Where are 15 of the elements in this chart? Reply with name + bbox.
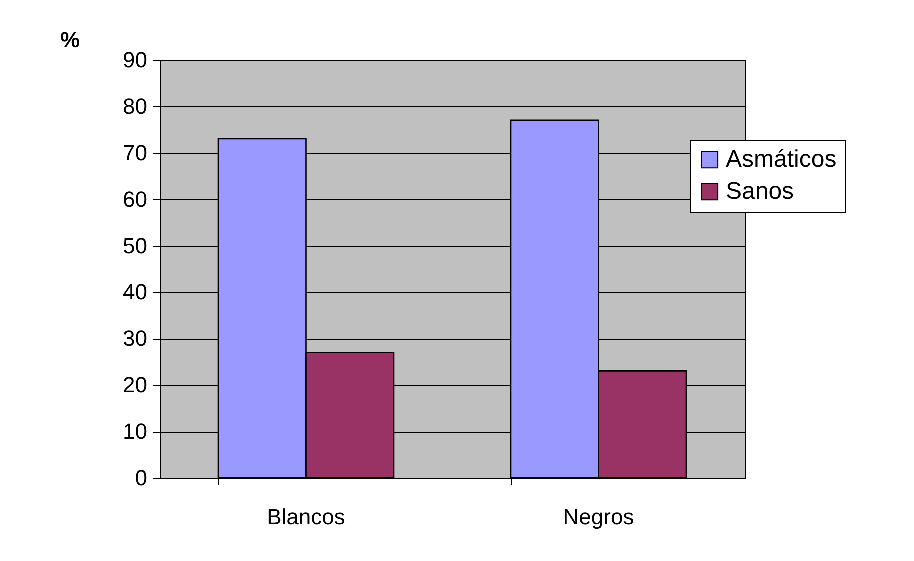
legend-label: Asmáticos (726, 146, 837, 173)
y-tick-label: 50 (123, 233, 148, 258)
y-axis-title: % (60, 28, 80, 52)
y-tick-label: 40 (123, 280, 148, 305)
y-tick-label: 60 (123, 186, 148, 212)
y-tick-label: 0 (135, 466, 148, 490)
y-tick-label: 70 (123, 140, 148, 166)
x-tick-label: Blancos (267, 504, 346, 530)
y-tick-label: 20 (123, 372, 148, 398)
legend-label: Sanos (726, 178, 794, 205)
y-tick-label: 30 (123, 326, 148, 352)
y-tick-label: 10 (123, 419, 148, 444)
x-tick-label: Negros (563, 504, 634, 530)
y-tick-label: 80 (123, 94, 148, 119)
y-tick-label: 90 (123, 48, 148, 72)
